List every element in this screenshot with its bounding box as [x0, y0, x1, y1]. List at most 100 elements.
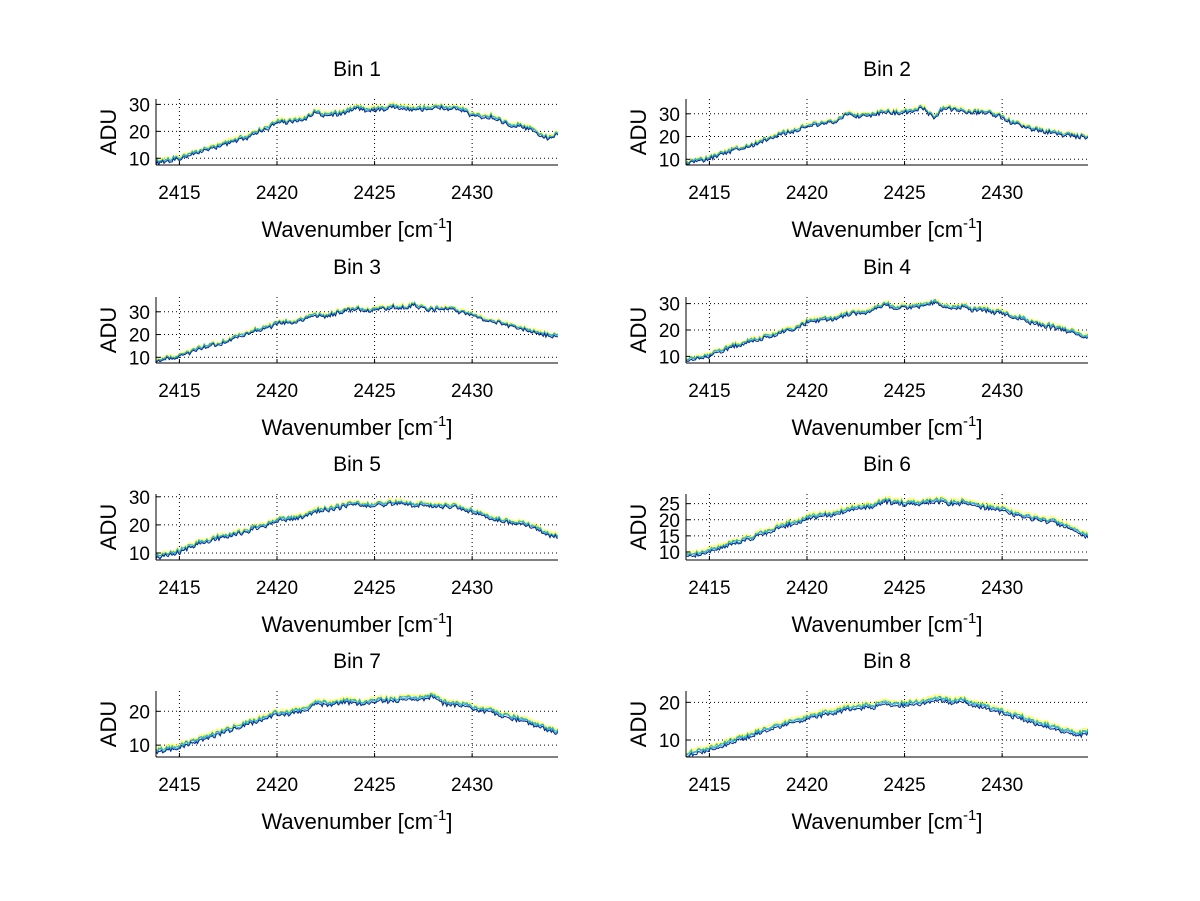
- x-tick-label: 2430: [451, 381, 493, 402]
- x-tick-label: 2415: [688, 381, 730, 402]
- subplot-title: Bin 1: [333, 58, 381, 81]
- series-line-4: [686, 499, 1088, 559]
- x-axis-label: Wavenumber [cm-1]: [261, 610, 452, 637]
- series-line-2: [686, 696, 1088, 755]
- y-tick-label: 20: [129, 702, 150, 723]
- series-line-1: [686, 693, 1088, 753]
- x-tick-label: 2425: [883, 381, 925, 402]
- x-axis-label: Wavenumber [cm-1]: [791, 413, 982, 440]
- x-tick-label: 2430: [451, 775, 493, 796]
- x-tick-label: 2420: [256, 183, 298, 204]
- y-tick-label: 20: [129, 326, 150, 347]
- subplot-bin-7: Bin 7 2415 2420 2425 2430 10 20 Wavenumber [cm-…: [96, 650, 558, 834]
- x-tick-label: 2430: [981, 578, 1023, 599]
- y-tick-label: 20: [659, 128, 680, 149]
- y-axis-label: ADU: [626, 109, 651, 155]
- x-axis-label: Wavenumber [cm-1]: [261, 413, 452, 440]
- subplot-title: Bin 8: [863, 650, 911, 673]
- series-line-3: [156, 499, 558, 559]
- series-line-2: [156, 692, 558, 753]
- series-line-4: [156, 104, 558, 165]
- y-tick-label: 15: [659, 527, 680, 548]
- x-tick-label: 2430: [981, 381, 1023, 402]
- series-line-4: [686, 301, 1088, 362]
- subplot-bin-4: Bin 4 2415 2420 2425 2430 10 20 30 Wavenumber [c…: [626, 256, 1088, 440]
- subplot-title: Bin 2: [863, 58, 911, 81]
- y-tick-label: 20: [659, 511, 680, 532]
- x-tick-label: 2425: [883, 183, 925, 204]
- series-line-1: [686, 298, 1088, 360]
- x-tick-label: 2420: [256, 381, 298, 402]
- x-tick-label: 2415: [688, 578, 730, 599]
- series-line-1: [156, 101, 558, 163]
- x-tick-label: 2415: [158, 183, 200, 204]
- y-tick-label: 30: [129, 303, 150, 324]
- x-tick-label: 2420: [256, 775, 298, 796]
- subplot-title: Bin 5: [333, 453, 381, 476]
- y-tick-label: 30: [129, 95, 150, 116]
- x-tick-label: 2415: [688, 775, 730, 796]
- series-line-3: [686, 498, 1088, 556]
- series-line-4: [156, 694, 558, 755]
- subplot-title: Bin 7: [333, 650, 381, 673]
- y-axis-label: ADU: [626, 701, 651, 747]
- y-tick-label: 30: [659, 105, 680, 126]
- y-axis-label: ADU: [96, 109, 121, 155]
- series-line-2: [686, 497, 1088, 556]
- series-line-3: [156, 301, 558, 363]
- y-tick-label: 10: [659, 543, 680, 564]
- y-tick-label: 20: [129, 122, 150, 143]
- x-tick-label: 2415: [158, 578, 200, 599]
- subplot-title: Bin 3: [333, 256, 381, 279]
- y-tick-label: 20: [129, 516, 150, 537]
- x-tick-label: 2430: [451, 183, 493, 204]
- subplot-bin-8: Bin 8 2415 2420 2425 2430 10 20 Wavenumber [cm-…: [626, 650, 1088, 834]
- series-line-1: [156, 301, 558, 361]
- x-tick-label: 2425: [883, 578, 925, 599]
- y-axis-label: ADU: [626, 307, 651, 353]
- series-line-4: [686, 698, 1088, 757]
- series-line-4: [156, 303, 558, 363]
- y-axis-label: ADU: [96, 504, 121, 550]
- x-tick-label: 2420: [786, 775, 828, 796]
- y-tick-label: 20: [659, 693, 680, 714]
- x-tick-label: 2430: [981, 183, 1023, 204]
- x-tick-label: 2425: [353, 578, 395, 599]
- y-axis-label: ADU: [96, 307, 121, 353]
- x-axis-label: Wavenumber [cm-1]: [791, 610, 982, 637]
- x-tick-label: 2415: [688, 183, 730, 204]
- y-tick-label: 25: [659, 495, 680, 516]
- y-tick-label: 10: [129, 348, 150, 369]
- subplot-title: Bin 6: [863, 453, 911, 476]
- x-tick-label: 2430: [451, 578, 493, 599]
- subplot-title: Bin 4: [863, 256, 911, 279]
- x-tick-label: 2420: [786, 183, 828, 204]
- series-line-2: [156, 103, 558, 164]
- y-tick-label: 10: [129, 544, 150, 565]
- x-tick-label: 2425: [353, 775, 395, 796]
- x-axis-label: Wavenumber [cm-1]: [791, 215, 982, 242]
- x-tick-label: 2425: [883, 775, 925, 796]
- series-line-4: [156, 501, 558, 560]
- x-tick-label: 2425: [353, 183, 395, 204]
- x-tick-label: 2420: [786, 381, 828, 402]
- y-tick-label: 30: [659, 295, 680, 316]
- y-tick-label: 10: [129, 736, 150, 757]
- series-line-3: [686, 696, 1088, 757]
- x-tick-label: 2420: [786, 578, 828, 599]
- series-line-3: [686, 105, 1088, 165]
- subplot-bin-1: Bin 1 2415 2420 2425 2430 10 20 30 Wavenumber [c…: [96, 58, 558, 242]
- y-axis-label: ADU: [96, 701, 121, 747]
- series-line-4: [686, 106, 1088, 165]
- x-axis-label: Wavenumber [cm-1]: [261, 807, 452, 834]
- y-tick-label: 10: [659, 731, 680, 752]
- y-tick-label: 10: [129, 149, 150, 170]
- x-tick-label: 2430: [981, 775, 1023, 796]
- series-line-2: [156, 301, 558, 362]
- series-line-2: [156, 499, 558, 557]
- x-tick-label: 2415: [158, 775, 200, 796]
- series-line-1: [156, 497, 558, 556]
- x-axis-label: Wavenumber [cm-1]: [261, 215, 452, 242]
